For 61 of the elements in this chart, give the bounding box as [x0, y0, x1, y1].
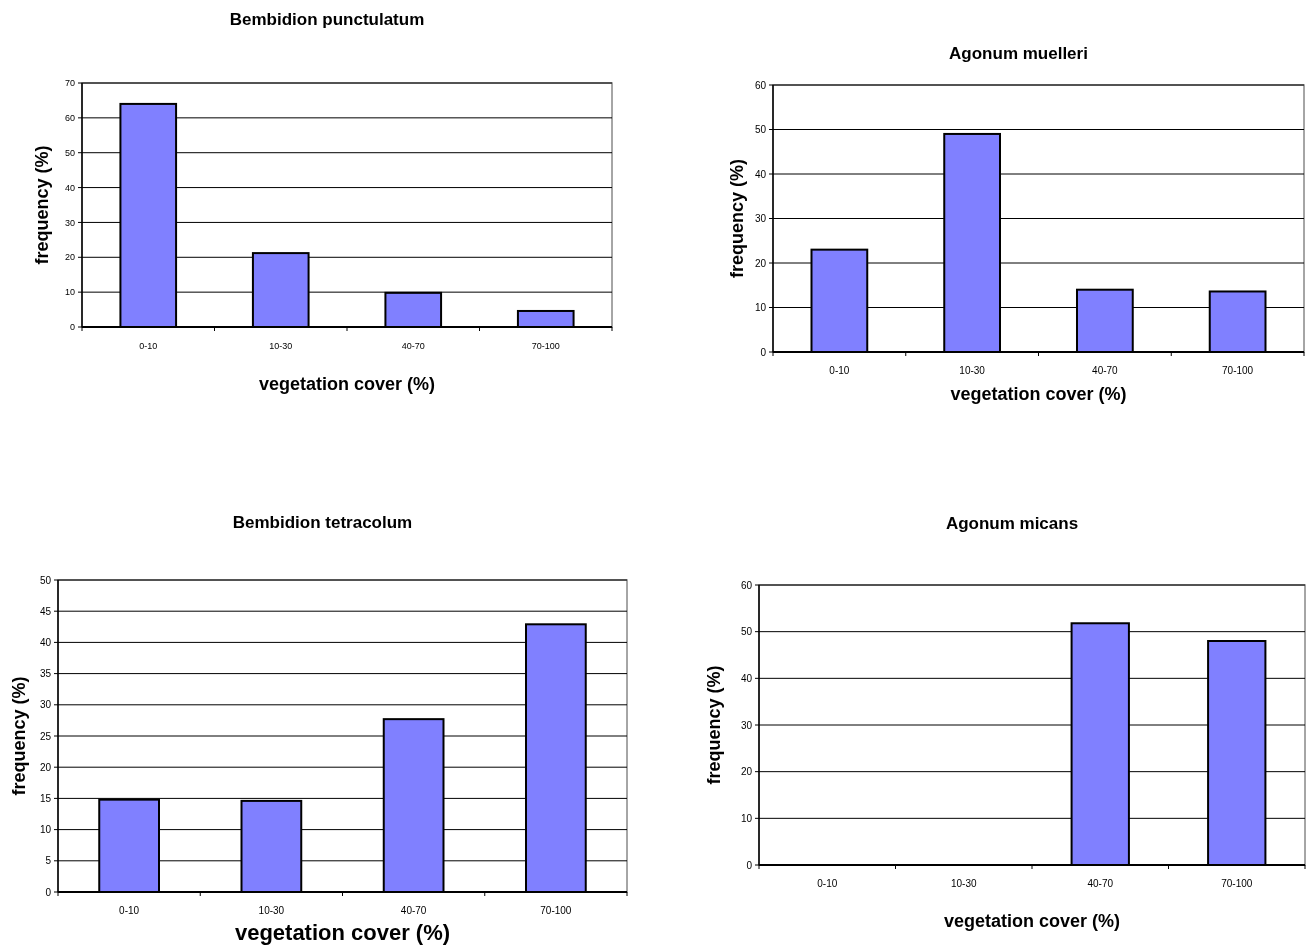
y-tick-label: 50	[39, 574, 52, 586]
y-tick-label: 0	[45, 886, 52, 898]
chart-title: Bembidion tetracolum	[232, 513, 413, 532]
y-tick-label: 60	[64, 113, 75, 124]
y-axis-title: frequency (%)	[727, 158, 747, 279]
y-tick-label: 20	[64, 252, 75, 263]
y-axis-title: frequency (%)	[32, 145, 52, 265]
y-tick-label: 0	[69, 322, 75, 333]
y-tick-label: 30	[754, 213, 767, 224]
y-tick-label: 35	[39, 668, 52, 680]
x-tick-label: 70-100	[1221, 878, 1253, 889]
x-axis-title: vegetation cover (%)	[950, 384, 1127, 404]
x-axis-title: vegetation cover (%)	[943, 911, 1121, 931]
y-tick-label: 10	[754, 302, 767, 313]
y-tick-label: 20	[740, 766, 753, 778]
x-tick-label: 0-10	[829, 365, 850, 376]
x-tick-label: 10-30	[258, 905, 285, 916]
y-tick-label: 40	[64, 182, 75, 193]
y-tick-label: 40	[740, 672, 753, 684]
y-tick-label: 25	[39, 730, 52, 742]
y-tick-label: 15	[39, 792, 52, 804]
y-axis-title: frequency (%)	[704, 665, 724, 785]
y-tick-label: 20	[39, 761, 52, 773]
y-tick-label: 40	[39, 636, 52, 648]
y-tick-label: 10	[64, 287, 75, 298]
x-axis-title: vegetation cover (%)	[234, 920, 451, 945]
y-tick-label: 70	[64, 78, 75, 89]
x-tick-label: 0-10	[139, 341, 158, 351]
x-tick-label: 10-30	[959, 365, 986, 376]
y-tick-label: 20	[754, 257, 767, 269]
x-axis-title: vegetation cover (%)	[258, 374, 436, 394]
y-tick-label: 50	[740, 626, 753, 638]
chart-title: Bembidion punctulatum	[229, 10, 425, 29]
y-tick-label: 0	[760, 346, 767, 358]
y-tick-label: 40	[754, 168, 767, 180]
y-tick-label: 0	[746, 859, 753, 871]
y-tick-label: 60	[740, 579, 753, 591]
y-tick-label: 50	[64, 147, 75, 158]
x-tick-label: 40-70	[1092, 365, 1119, 376]
y-tick-label: 45	[39, 605, 52, 617]
x-tick-label: 10-30	[950, 878, 977, 889]
x-tick-label: 70-100	[531, 341, 560, 351]
x-tick-label: 10-30	[269, 341, 293, 351]
y-tick-label: 5	[45, 855, 52, 867]
x-tick-label: 0-10	[817, 878, 838, 889]
x-tick-label: 70-100	[540, 905, 572, 916]
y-tick-label: 50	[754, 124, 767, 135]
y-tick-label: 10	[740, 812, 753, 824]
y-tick-label: 10	[39, 824, 52, 836]
x-tick-label: 70-100	[1222, 365, 1254, 376]
y-tick-label: 60	[754, 79, 767, 91]
x-tick-label: 40-70	[1087, 878, 1114, 889]
chart-title: Agonum micans	[945, 514, 1079, 533]
y-tick-label: 30	[39, 699, 52, 711]
chart-title: Agonum muelleri	[949, 44, 1088, 63]
x-tick-label: 0-10	[119, 905, 140, 916]
y-axis-title: frequency (%)	[9, 676, 29, 796]
y-tick-label: 30	[740, 719, 753, 731]
x-tick-label: 40-70	[400, 905, 427, 916]
x-tick-label: 40-70	[401, 341, 425, 351]
y-tick-label: 30	[64, 217, 75, 228]
